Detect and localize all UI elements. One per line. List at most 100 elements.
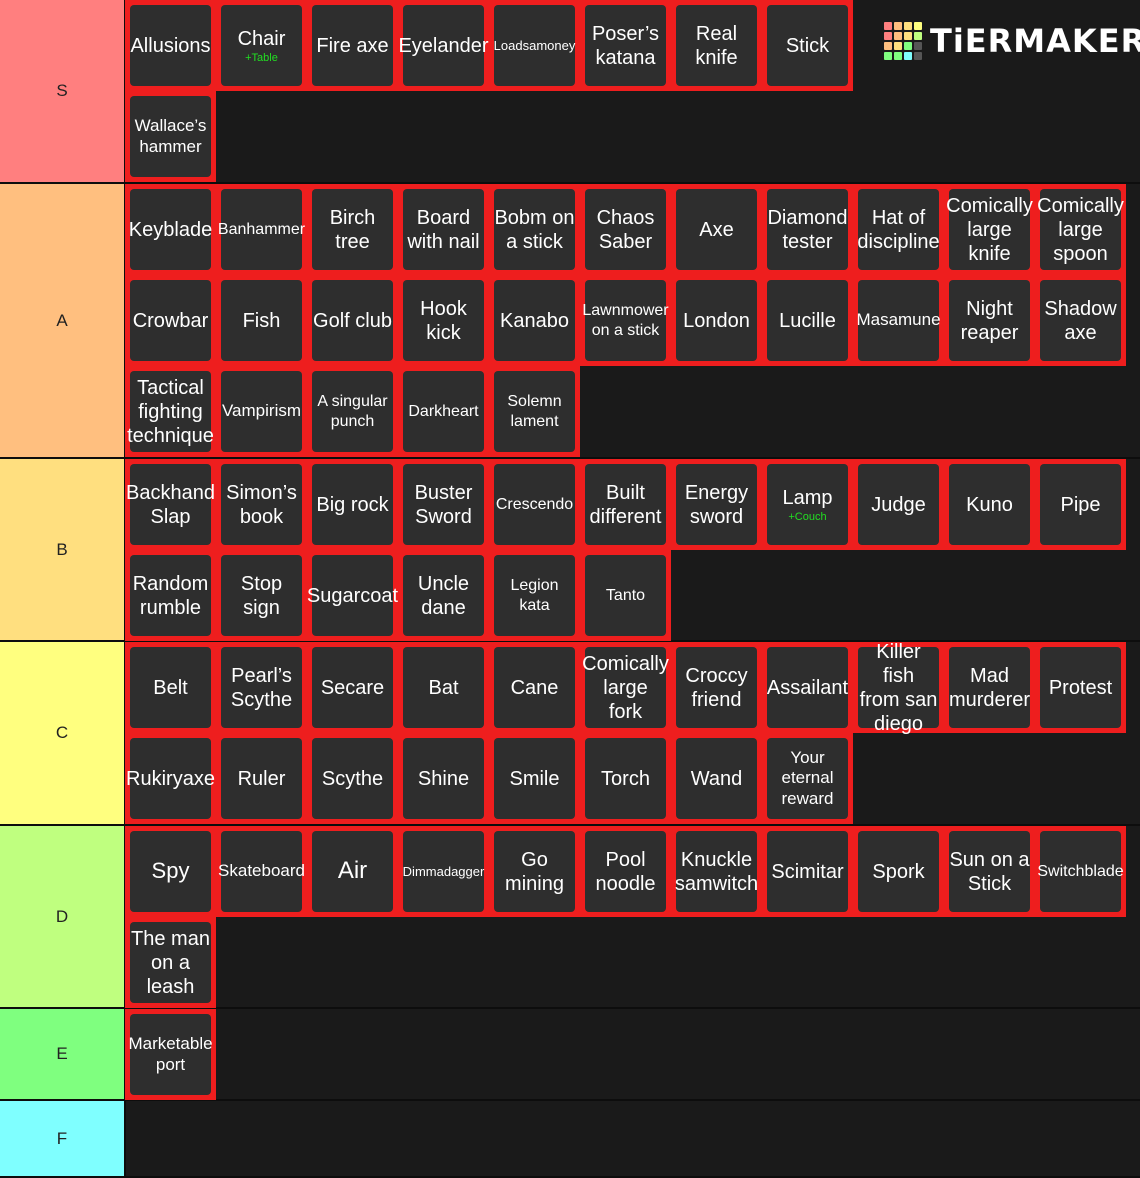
tier-label-s[interactable]: S (0, 0, 126, 182)
tier-item-comically-large-spoon[interactable]: Comically large spoon (1035, 184, 1126, 275)
tier-label-c[interactable]: C (0, 642, 126, 824)
tier-item-chaos-saber[interactable]: Chaos Saber (580, 184, 671, 275)
tier-item-lawnmower-on-a-stick[interactable]: Lawnmower on a stick (580, 275, 671, 366)
tier-item-lucille[interactable]: Lucille (762, 275, 853, 366)
tier-item-sun-on-a-stick[interactable]: Sun on a Stick (944, 826, 1035, 917)
tier-label-a[interactable]: A (0, 184, 126, 457)
tier-item-energy-sword[interactable]: Energy sword (671, 459, 762, 550)
tier-item-night-reaper[interactable]: Night reaper (944, 275, 1035, 366)
tier-item-tactical-fighting-technique[interactable]: Tactical fighting technique (125, 366, 216, 457)
tier-item-dimmadagger[interactable]: Dimmadagger (398, 826, 489, 917)
tier-item-sugarcoat[interactable]: Sugarcoat (307, 550, 398, 641)
tier-item-darkheart[interactable]: Darkheart (398, 366, 489, 457)
tier-item-label: Ruler (237, 767, 286, 790)
tier-item-bobm-on-a-stick[interactable]: Bobm on a stick (489, 184, 580, 275)
tier-item-comically-large-fork[interactable]: Comically large fork (580, 642, 671, 733)
tier-item-air[interactable]: Air (307, 826, 398, 917)
tier-item-marketable-port[interactable]: Marketable port (125, 1009, 216, 1100)
tier-item-simon-s-book[interactable]: Simon’s book (216, 459, 307, 550)
tier-label-f[interactable]: F (0, 1101, 126, 1176)
tier-item-kanabo[interactable]: Kanabo (489, 275, 580, 366)
tier-item-big-rock[interactable]: Big rock (307, 459, 398, 550)
tier-item-smile[interactable]: Smile (489, 733, 580, 824)
tier-item-scythe[interactable]: Scythe (307, 733, 398, 824)
tier-item-fish[interactable]: Fish (216, 275, 307, 366)
tier-item-keyblade[interactable]: Keyblade (125, 184, 216, 275)
tier-label-e[interactable]: E (0, 1009, 126, 1099)
tier-item-vampirism[interactable]: Vampirism (216, 366, 307, 457)
tier-item-judge[interactable]: Judge (853, 459, 944, 550)
tier-item-stick[interactable]: Stick (762, 0, 853, 91)
tier-item-loadsamoney[interactable]: Loadsamoney (489, 0, 580, 91)
tier-item-built-different[interactable]: Built different (580, 459, 671, 550)
tier-item-torch[interactable]: Torch (580, 733, 671, 824)
tier-item-mad-murderer[interactable]: Mad murderer (944, 642, 1035, 733)
tier-item-axe[interactable]: Axe (671, 184, 762, 275)
tier-item-banhammer[interactable]: Banhammer (216, 184, 307, 275)
tier-item-rukiryaxe[interactable]: Rukiryaxe (125, 733, 216, 824)
tier-item-golf-club[interactable]: Golf club (307, 275, 398, 366)
tier-item-assailant[interactable]: Assailant (762, 642, 853, 733)
tier-item-crowbar[interactable]: Crowbar (125, 275, 216, 366)
tier-item-card: Masamune (856, 280, 941, 361)
tier-item-shine[interactable]: Shine (398, 733, 489, 824)
tier-item-chair[interactable]: Chair +Table (216, 0, 307, 91)
tier-item-pool-noodle[interactable]: Pool noodle (580, 826, 671, 917)
tier-item-lamp[interactable]: Lamp +Couch (762, 459, 853, 550)
tier-item-random-rumble[interactable]: Random rumble (125, 550, 216, 641)
tier-items-c: Belt Pearl’s Scythe Secare Bat Cane Comically… (125, 641, 1140, 824)
tier-item-pipe[interactable]: Pipe (1035, 459, 1126, 550)
tier-item-diamond-tester[interactable]: Diamond tester (762, 184, 853, 275)
tier-item-label: Real knife (695, 22, 738, 69)
tier-item-skateboard[interactable]: Skateboard (216, 826, 307, 917)
logo-grid-square (904, 32, 912, 40)
tier-item-comically-large-knife[interactable]: Comically large knife (944, 184, 1035, 275)
tier-item-fire-axe[interactable]: Fire axe (307, 0, 398, 91)
tier-item-crescendo[interactable]: Crescendo (489, 459, 580, 550)
tier-label-d[interactable]: D (0, 826, 126, 1007)
tier-item-buster-sword[interactable]: Buster Sword (398, 459, 489, 550)
tier-item-spork[interactable]: Spork (853, 826, 944, 917)
tier-item-switchblade[interactable]: Switchblade (1035, 826, 1126, 917)
tier-item-legion-kata[interactable]: Legion kata (489, 550, 580, 641)
tier-item-masamune[interactable]: Masamune (853, 275, 944, 366)
tier-item-scimitar[interactable]: Scimitar (762, 826, 853, 917)
tier-item-board-with-nail[interactable]: Board with nail (398, 184, 489, 275)
tier-item-ruler[interactable]: Ruler (216, 733, 307, 824)
tier-item-backhand-slap[interactable]: Backhand Slap (125, 459, 216, 550)
tier-item-shadow-axe[interactable]: Shadow axe (1035, 275, 1126, 366)
tier-item-a-singular-punch[interactable]: A singular punch (307, 366, 398, 457)
tier-item-card: Random rumble (130, 555, 211, 636)
tier-item-card: Pearl’s Scythe (221, 647, 302, 728)
tier-item-your-eternal-reward[interactable]: Your eternal reward (762, 733, 853, 824)
tier-item-birch-tree[interactable]: Birch tree (307, 184, 398, 275)
tier-item-solemn-lament[interactable]: Solemn lament (489, 366, 580, 457)
tier-item-hook-kick[interactable]: Hook kick (398, 275, 489, 366)
tier-item-knuckle-samwitch[interactable]: Knuckle samwitch (671, 826, 762, 917)
tier-item-kuno[interactable]: Kuno (944, 459, 1035, 550)
tier-item-pearl-s-scythe[interactable]: Pearl’s Scythe (216, 642, 307, 733)
tier-item-london[interactable]: London (671, 275, 762, 366)
tier-item-secare[interactable]: Secare (307, 642, 398, 733)
tier-item-uncle-dane[interactable]: Uncle dane (398, 550, 489, 641)
tier-item-the-man-on-a-leash[interactable]: The man on a leash (125, 917, 216, 1008)
tier-item-belt[interactable]: Belt (125, 642, 216, 733)
tier-item-killer-fish-from-san-diego[interactable]: Killer fish from san diego (853, 641, 944, 735)
tier-item-tanto[interactable]: Tanto (580, 550, 671, 641)
tier-item-cane[interactable]: Cane (489, 642, 580, 733)
tier-item-protest[interactable]: Protest (1035, 642, 1126, 733)
tier-item-real-knife[interactable]: Real knife (671, 0, 762, 91)
tier-item-bat[interactable]: Bat (398, 642, 489, 733)
tier-item-card: Vampirism (221, 371, 302, 452)
tier-item-go-mining[interactable]: Go mining (489, 826, 580, 917)
tier-item-wand[interactable]: Wand (671, 733, 762, 824)
tier-item-croccy-friend[interactable]: Croccy friend (671, 642, 762, 733)
tier-item-spy[interactable]: Spy (125, 826, 216, 917)
tier-item-poser-s-katana[interactable]: Poser’s katana (580, 0, 671, 91)
tier-item-wallace-s-hammer[interactable]: Wallace’s hammer (125, 91, 216, 182)
tier-label-b[interactable]: B (0, 459, 126, 640)
tier-item-allusions[interactable]: Allusions (125, 0, 216, 91)
tier-item-stop-sign[interactable]: Stop sign (216, 550, 307, 641)
tier-item-hat-of-discipline[interactable]: Hat of discipline (853, 184, 944, 275)
tier-item-eyelander[interactable]: Eyelander (398, 0, 489, 91)
